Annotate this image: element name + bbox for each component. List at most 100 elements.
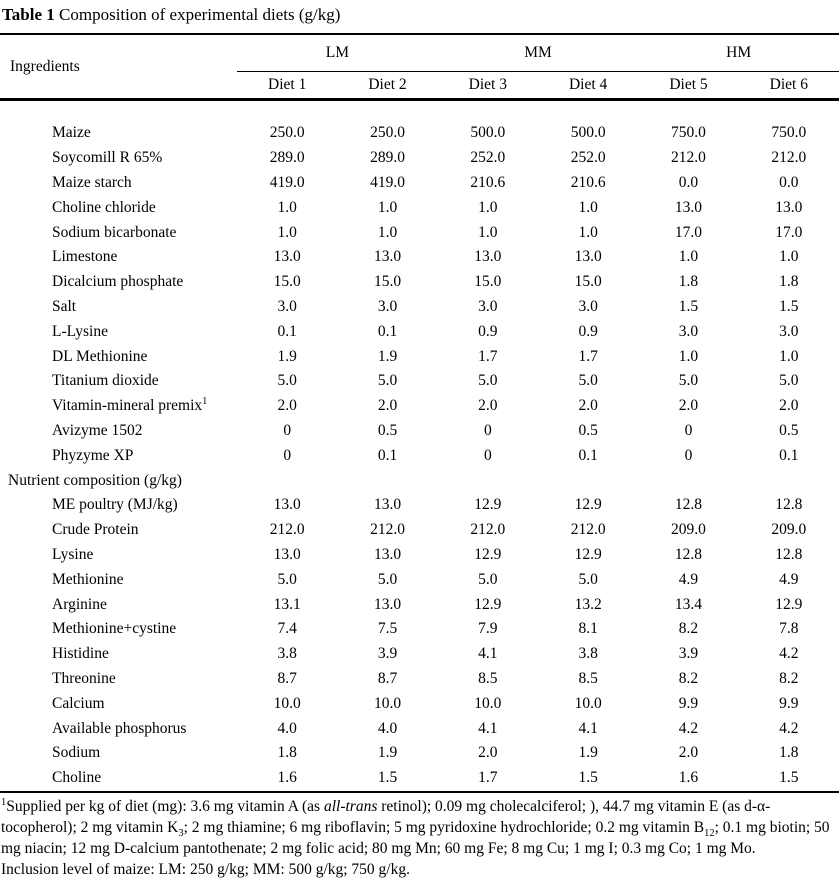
- cell-value: 2.0: [377, 397, 398, 415]
- row-label: ME poultry (MJ/kg): [52, 496, 178, 514]
- diet-6-header: Diet 6: [769, 76, 808, 93]
- cell-value: 3.0: [779, 322, 799, 340]
- cell-value: 13.0: [474, 248, 502, 266]
- table-row: Maize starch 419.0 419.0 210.6 210.6 0.0 0.0: [0, 171, 839, 196]
- cell-value: 0: [483, 421, 492, 439]
- cell-value: 0.1: [578, 446, 598, 464]
- cell-value: 1.0: [478, 198, 498, 216]
- cell-value: 13.0: [273, 545, 301, 563]
- cell-value: 0.1: [377, 446, 398, 464]
- cell-value: 1.0: [578, 223, 598, 241]
- cell-value: 212.0: [771, 149, 807, 167]
- table-row: Limestone 13.0 13.0 13.0 13.0 1.0 1.0: [0, 245, 839, 270]
- cell-value: 212.0: [470, 521, 506, 539]
- cell-value: 250.0: [370, 124, 405, 142]
- group-header-mm: MM: [437, 34, 639, 72]
- table-row: Arginine 13.1 13.0 12.9 13.2 13.4 12.9: [0, 592, 839, 617]
- row-label: Crude Protein: [52, 521, 139, 539]
- cell-value: 17.0: [674, 223, 703, 241]
- cell-value: 3.0: [478, 297, 498, 315]
- row-label: Phyzyme XP: [52, 446, 134, 464]
- cell-value: 5.0: [678, 372, 699, 390]
- cell-value: 1.0: [678, 347, 699, 365]
- cell-value: 8.2: [678, 620, 699, 638]
- cell-value: 15.0: [574, 273, 602, 291]
- table-header: Ingredients LM MM HM Diet 1 Diet 2 Diet …: [0, 34, 839, 100]
- cell-value: 13.0: [273, 496, 301, 514]
- cell-value: 0: [283, 446, 292, 464]
- cell-value: 2.0: [277, 397, 297, 415]
- cell-value: 0.0: [678, 173, 699, 191]
- cell-value: 1.8: [678, 273, 699, 291]
- cell-value: 1.0: [578, 198, 598, 216]
- cell-value: 5.0: [377, 372, 398, 390]
- cell-value: 13.0: [373, 595, 402, 613]
- table-row: Choline chloride 1.0 1.0 1.0 1.0 13.0 13.0: [0, 195, 839, 220]
- table-row: Avizyme 1502 0 0.5 0 0.5 0 0.5: [0, 419, 839, 444]
- cell-value: 5.0: [277, 570, 297, 588]
- cell-value: 210.6: [470, 173, 506, 191]
- cell-value: 212.0: [671, 149, 706, 167]
- cell-value: 5.0: [779, 372, 799, 390]
- cell-value: 7.4: [277, 620, 297, 638]
- cell-value: 1.7: [578, 347, 598, 365]
- cell-value: 3.9: [377, 645, 398, 663]
- table-row: Sodium 1.8 1.9 2.0 1.9 2.0 1.8: [0, 741, 839, 766]
- cell-value: 0: [684, 421, 693, 439]
- cell-value: 0: [483, 446, 492, 464]
- footnote-segment: 3: [178, 827, 184, 839]
- cell-value: 12.9: [474, 496, 502, 514]
- footnote-marker: 1: [202, 396, 208, 407]
- cell-value: 1.0: [377, 198, 398, 216]
- table-row: Lysine 13.0 13.0 12.9 12.9 12.8 12.8: [0, 543, 839, 568]
- table-row: L-Lysine 0.1 0.1 0.9 0.9 3.0 3.0: [0, 319, 839, 344]
- cell-value: 750.0: [671, 124, 706, 142]
- cell-value: 3.8: [277, 645, 297, 663]
- diet-1-header: Diet 1: [268, 76, 307, 93]
- table-row: Methionine+cystine 7.4 7.5 7.9 8.1 8.2 7.8: [0, 617, 839, 642]
- cell-value: 12.9: [574, 545, 602, 563]
- cell-value: 209.0: [671, 521, 706, 539]
- cell-value: 4.2: [779, 645, 799, 663]
- cell-value: 12.9: [574, 496, 602, 514]
- cell-value: 10.0: [273, 694, 301, 712]
- footnotes: 1Supplied per kg of diet (mg): 3.6 mg vi…: [0, 793, 839, 880]
- row-label: Available phosphorus: [52, 719, 187, 737]
- cell-value: 1.0: [779, 248, 799, 266]
- diet-4-header: Diet 4: [568, 76, 608, 93]
- row-label: Maize: [52, 124, 91, 142]
- cell-value: 4.1: [578, 719, 598, 737]
- cell-value: 5.0: [377, 570, 398, 588]
- cell-value: 0.5: [377, 421, 398, 439]
- footnote-segment: Supplied per kg of diet (mg): 3.6 mg vit…: [6, 797, 324, 815]
- cell-value: 13.0: [574, 248, 602, 266]
- table-row: Available phosphorus 4.0 4.0 4.1 4.1 4.2 4.2: [0, 716, 839, 741]
- cell-value: 419.0: [370, 173, 405, 191]
- cell-value: 17.0: [775, 223, 803, 241]
- cell-value: 1.9: [277, 347, 297, 365]
- cell-value: 8.1: [578, 620, 598, 638]
- cell-value: 7.8: [779, 620, 799, 638]
- row-label: L-Lysine: [52, 322, 108, 340]
- cell-value: 0.1: [277, 322, 297, 340]
- cell-value: 1.9: [377, 744, 398, 762]
- table-row: Vitamin-mineral premix1 2.0 2.0 2.0 2.0 2.0 2.…: [0, 394, 839, 419]
- cell-value: 10.0: [373, 694, 402, 712]
- row-label: Choline: [52, 769, 102, 787]
- cell-value: 1.7: [478, 347, 498, 365]
- table-caption: Composition of experimental diets (g/kg): [54, 5, 341, 24]
- footnote-segment: 1: [1, 796, 7, 808]
- cell-value: 10.0: [574, 694, 602, 712]
- cell-value: 0.1: [377, 322, 398, 340]
- cell-value: 10.0: [474, 694, 502, 712]
- cell-value: 8.2: [678, 669, 699, 687]
- cell-value: 5.0: [578, 372, 598, 390]
- cell-value: 3.0: [678, 322, 699, 340]
- diet-header-row: Diet 1 Diet 2 Diet 3 Diet 4 Diet 5 Diet …: [0, 72, 839, 100]
- ingredients-header: Ingredients: [10, 57, 80, 75]
- cell-value: 1.0: [277, 198, 297, 216]
- cell-value: 9.9: [678, 694, 699, 712]
- table-row: Titanium dioxide 5.0 5.0 5.0 5.0 5.0 5.0: [0, 369, 839, 394]
- cell-value: 7.5: [377, 620, 398, 638]
- group-header-hm: HM: [638, 34, 839, 72]
